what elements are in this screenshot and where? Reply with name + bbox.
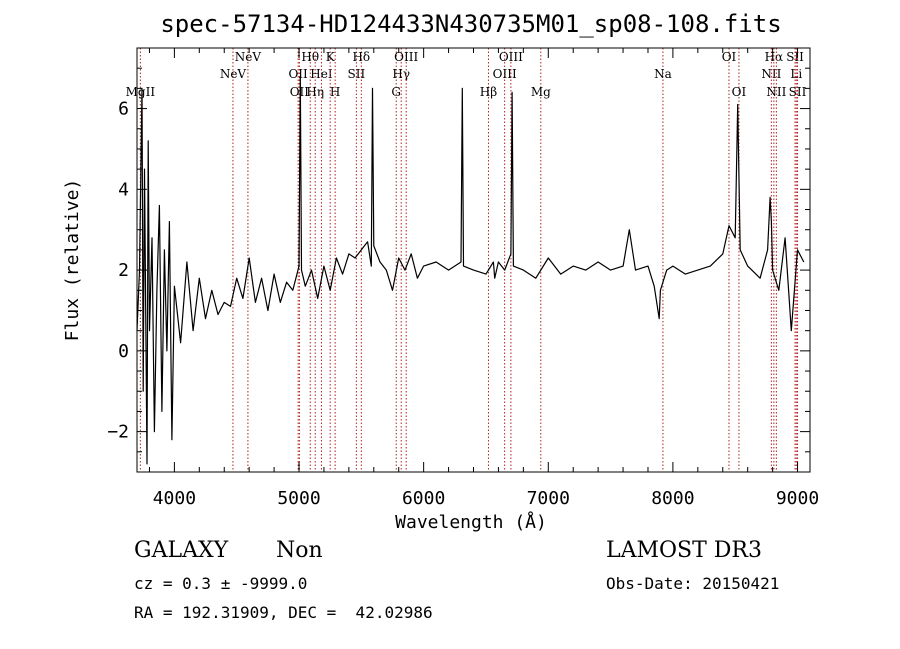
axes: 4000 5000 6000 7000 8000 9000 −2 0 2 4 6 [107,47,819,509]
x-tick-label: 8000 [651,488,694,509]
plot-frame [136,47,811,473]
marker-label: K [326,50,336,64]
y-tick-label: −2 [107,422,129,443]
y-tick-label: 2 [118,260,129,281]
marker-label: Hη [306,85,324,99]
marker-label: SII [347,67,365,81]
redshift-line: cz = 0.3 ± -9999.0 [134,574,308,593]
marker-label: Hδ [352,50,370,64]
marker-label: OIII [493,67,517,81]
marker-label: OI [732,85,747,99]
marker-label: OIII [499,50,523,64]
x-tick-label: 9000 [776,488,819,509]
marker-label: Hθ [301,50,319,64]
ra-dec-line: RA = 192.31909, DEC = 42.02986 [134,603,433,622]
object-subclass: Non [276,538,323,563]
x-tick-label: 6000 [402,488,445,509]
x-tick-label: 5000 [277,488,320,509]
spectrum-line [136,75,805,465]
marker-label: OII [288,67,308,81]
marker-label: Mg [531,85,551,99]
spectrum-layer [136,75,805,465]
marker-label: Na [654,67,672,81]
x-tick-label: 7000 [527,488,570,509]
marker-label: Hβ [480,85,497,99]
marker-label: SII [786,50,804,64]
x-axis-label: Wavelength (Å) [395,511,547,533]
y-tick-label: 6 [118,99,129,120]
marker-label: NII [761,67,781,81]
marker-label: Hγ [392,67,410,81]
marker-label: OII [290,85,310,99]
marker-label: G [391,85,401,99]
marker-label: H [330,85,340,99]
marker-label: NII [766,85,786,99]
object-class: GALAXY [134,538,229,563]
y-tick-label: 4 [118,179,129,200]
marker-label: MgII [126,85,156,99]
marker-label: Li [790,67,802,81]
marker-label: NeV [235,50,262,64]
survey-name: LAMOST DR3 [606,538,762,563]
marker-label: OI [722,50,737,64]
chart-title: spec-57134-HD124433N430735M01_sp08-108.f… [160,10,781,38]
y-axis-label: Flux (relative) [62,179,83,342]
marker-label: SII [789,85,807,99]
x-tick-label: 4000 [153,488,196,509]
marker-label: HeI [310,67,333,81]
obs-date: Obs-Date: 20150421 [606,574,780,593]
marker-label: OIII [394,50,418,64]
marker-label: Hα [765,50,784,64]
emission-line-markers: MgII NeV NeV OII OII Hθ Hη HeI K H SII Hδ G Hγ OIII Hβ O… [126,48,807,472]
marker-label: NeV [220,67,247,81]
y-tick-label: 0 [118,341,129,362]
